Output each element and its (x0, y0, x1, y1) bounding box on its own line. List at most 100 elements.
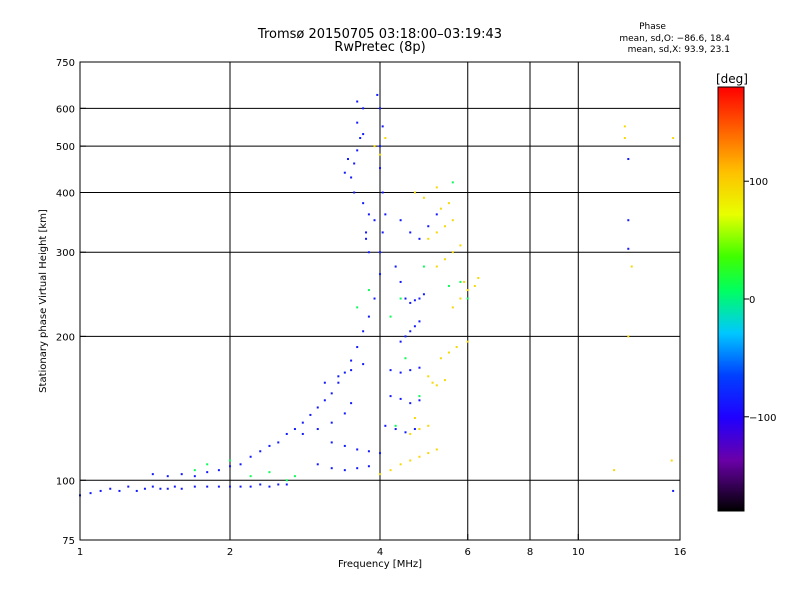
colorbar-ticks: 100 0 −100 (744, 177, 776, 424)
data-point (323, 399, 326, 402)
x-tick-label: 1 (77, 547, 83, 558)
data-point (249, 455, 252, 458)
data-point (459, 297, 462, 300)
data-point (362, 133, 365, 136)
data-point (418, 237, 421, 240)
data-points (79, 93, 675, 497)
phase-legend-x-stats: mean, sd,X: 93.9, 23.1 (627, 45, 730, 55)
data-point (627, 247, 630, 250)
data-point (413, 299, 416, 302)
data-point (367, 251, 370, 254)
data-point (217, 485, 220, 488)
data-point (293, 475, 296, 478)
data-point (427, 375, 430, 378)
data-point (435, 186, 438, 189)
data-point (337, 381, 340, 384)
data-point (180, 473, 183, 476)
data-point (277, 483, 280, 486)
data-point (435, 231, 438, 234)
data-point (379, 452, 381, 455)
data-point (672, 489, 675, 492)
data-point (379, 473, 381, 476)
axis-ticks: 1 2 4 6 8 10 16 75 100 200 300 400 500 600 750 (56, 58, 686, 558)
data-point (365, 231, 368, 234)
data-point (330, 467, 333, 470)
data-point (399, 297, 402, 300)
data-point (399, 280, 402, 283)
x-tick-label: 8 (527, 547, 533, 558)
data-point (623, 137, 626, 140)
data-point (413, 428, 416, 431)
phase-legend-o-stats: mean, sd,O: −86.6, 18.4 (619, 34, 730, 44)
data-point (384, 137, 387, 140)
data-point (455, 346, 458, 349)
data-point (356, 306, 359, 309)
data-point (151, 485, 154, 488)
data-point (394, 428, 397, 431)
data-point (356, 100, 359, 103)
data-point (367, 213, 370, 216)
data-point (409, 231, 412, 234)
data-point (418, 297, 421, 300)
data-point (285, 483, 288, 486)
data-point (166, 475, 169, 478)
data-point (268, 471, 271, 474)
data-point (435, 213, 438, 216)
data-point (193, 469, 196, 472)
chart-title: Tromsø 20150705 03:18:00–03:19:43 (257, 27, 503, 42)
data-point (399, 219, 402, 222)
data-point (627, 158, 630, 161)
data-point (443, 258, 446, 261)
data-point (379, 273, 381, 276)
data-point (301, 421, 304, 424)
data-point (379, 167, 381, 170)
data-point (330, 392, 333, 395)
data-point (109, 487, 112, 490)
data-point (193, 485, 196, 488)
data-point (277, 441, 280, 444)
data-point (418, 366, 421, 369)
data-point (409, 369, 412, 372)
data-point (249, 475, 252, 478)
data-point (359, 137, 362, 140)
data-point (367, 465, 370, 468)
data-point (439, 357, 442, 360)
data-point (443, 225, 446, 228)
data-point (343, 171, 346, 174)
y-tick-label: 600 (56, 104, 75, 115)
data-point (627, 219, 630, 222)
data-point (404, 431, 407, 434)
x-tick-label: 16 (674, 547, 687, 558)
data-point (451, 181, 454, 184)
data-point (229, 465, 231, 468)
colorbar-tick-label: 0 (749, 295, 755, 306)
x-tick-label: 10 (572, 547, 585, 558)
data-point (285, 432, 288, 435)
data-point (409, 330, 412, 333)
data-point (301, 432, 304, 435)
data-point (330, 441, 333, 444)
data-point (268, 485, 271, 488)
y-tick-label: 500 (56, 142, 75, 153)
data-point (356, 448, 359, 451)
data-point (135, 489, 138, 492)
data-point (166, 487, 169, 490)
data-point (427, 424, 430, 427)
data-point (389, 469, 392, 472)
data-point (99, 489, 102, 492)
data-point (379, 107, 381, 110)
data-point (316, 428, 319, 431)
data-point (399, 397, 402, 400)
data-point (459, 244, 462, 247)
data-point (418, 428, 421, 431)
data-point (451, 219, 454, 222)
data-point (409, 402, 412, 405)
data-point (389, 315, 392, 318)
data-point (180, 487, 183, 490)
data-point (477, 276, 480, 279)
data-point (362, 202, 365, 205)
y-axis-label: Stationary phase Virtual Height [km] (38, 209, 49, 393)
data-point (268, 444, 271, 447)
data-point (89, 492, 92, 495)
